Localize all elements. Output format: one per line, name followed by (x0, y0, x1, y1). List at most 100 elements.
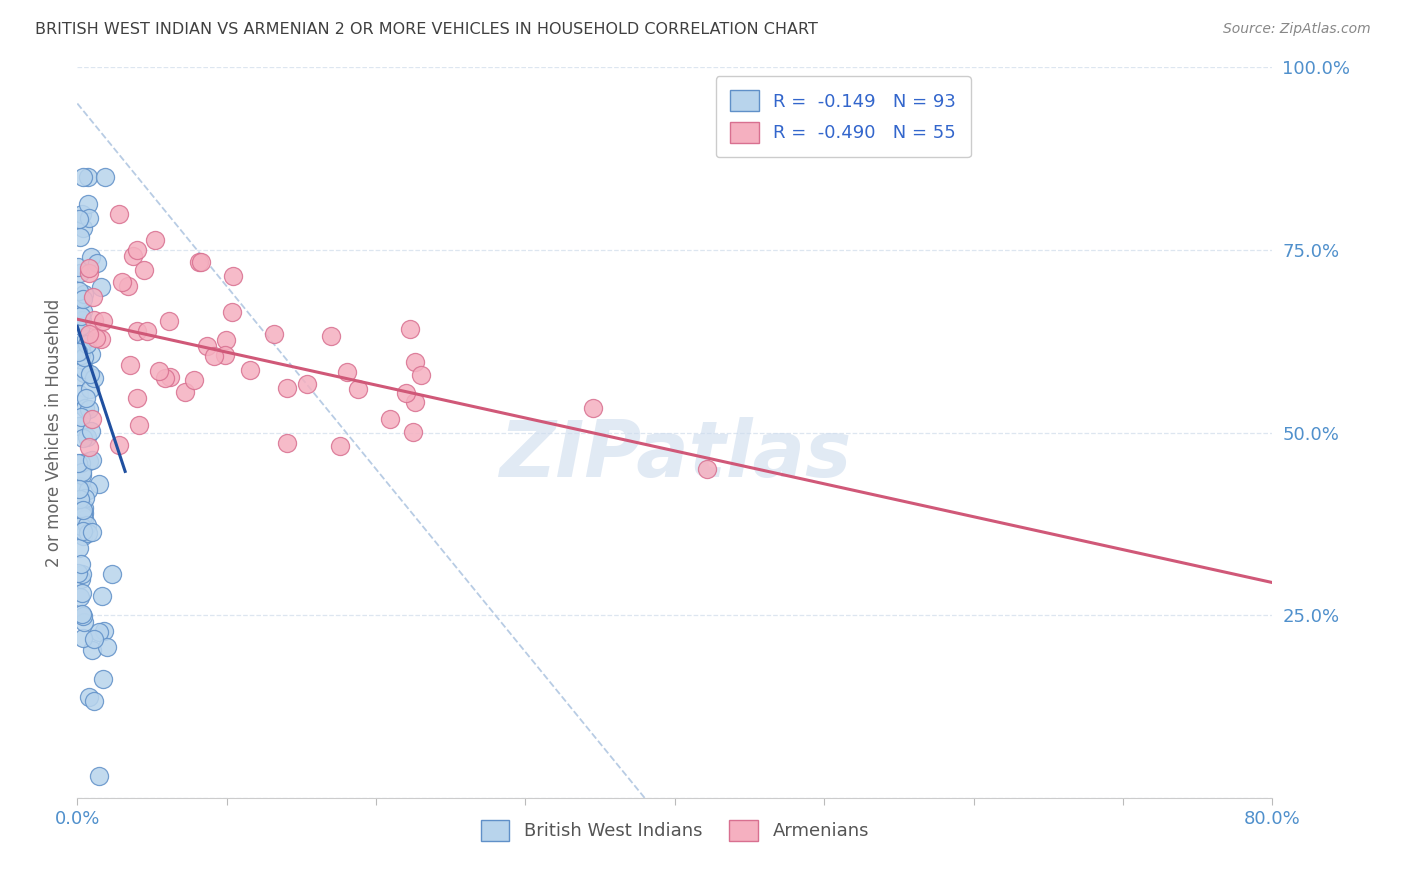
Point (90, 280, 112, 294)
Y-axis label: 2 or more Vehicles in Household: 2 or more Vehicles in Household (45, 299, 63, 566)
Point (399, 321, 422, 335)
Point (395, 385, 418, 400)
Point (72, 465, 94, 479)
Point (76, 197, 98, 211)
Point (582, 401, 605, 416)
Point (157, 313, 180, 327)
Point (202, 349, 225, 363)
Point (67, 211, 90, 226)
Point (73, 351, 96, 365)
Point (77, 526, 100, 541)
Point (70, 519, 93, 533)
Point (402, 425, 425, 439)
Point (107, 207, 129, 221)
Point (67, 541, 90, 556)
Point (70, 318, 93, 333)
Point (72, 304, 94, 318)
Point (77, 483, 100, 498)
Point (80, 425, 103, 439)
Point (72, 524, 94, 538)
Point (70, 456, 93, 470)
Point (70, 567, 93, 582)
Point (79, 367, 101, 381)
Point (111, 275, 134, 289)
Point (72, 502, 94, 516)
Point (72, 631, 94, 645)
Point (188, 255, 211, 269)
Point (263, 326, 285, 341)
Point (214, 348, 236, 362)
Point (83, 371, 105, 385)
Point (67, 386, 90, 401)
Point (72, 220, 94, 235)
Point (72, 608, 94, 623)
Point (221, 269, 243, 284)
Point (79, 261, 101, 276)
Point (125, 244, 148, 258)
Point (73, 401, 96, 415)
Point (108, 438, 131, 452)
Point (73, 615, 96, 630)
Point (125, 391, 148, 405)
Point (66, 343, 89, 358)
Point (67, 292, 90, 306)
Point (173, 384, 195, 399)
Point (72, 509, 94, 524)
Point (276, 381, 298, 395)
Point (125, 324, 148, 338)
Point (69, 309, 91, 323)
Point (84, 331, 107, 345)
Point (80, 525, 103, 540)
Point (70, 607, 93, 621)
Point (79, 211, 101, 226)
Point (117, 278, 139, 293)
Point (404, 395, 426, 409)
Point (70, 586, 93, 600)
Point (72, 529, 94, 543)
Point (72, 506, 94, 520)
Point (93, 624, 115, 639)
Point (72, 169, 94, 184)
Point (67, 456, 90, 470)
Text: ZIPatlas: ZIPatlas (499, 417, 851, 492)
Point (86, 256, 108, 270)
Point (83, 694, 105, 708)
Point (100, 567, 122, 582)
Point (215, 333, 238, 347)
Point (75, 491, 97, 506)
Point (336, 365, 359, 379)
Point (69, 491, 91, 506)
Point (69, 591, 91, 605)
Point (404, 355, 426, 369)
Point (72, 292, 94, 306)
Point (80, 411, 103, 425)
Point (67, 482, 90, 496)
Point (79, 327, 101, 342)
Point (190, 254, 212, 268)
Point (195, 339, 218, 353)
Point (75, 391, 97, 405)
Point (69, 418, 91, 433)
Point (75, 332, 97, 346)
Point (96, 640, 118, 654)
Point (148, 364, 170, 378)
Point (72, 431, 94, 445)
Point (409, 368, 432, 382)
Point (378, 412, 401, 426)
Point (69, 573, 91, 587)
Point (91, 589, 114, 603)
Point (94, 169, 117, 184)
Point (159, 370, 181, 384)
Point (239, 363, 262, 377)
Point (82, 289, 104, 303)
Point (276, 435, 298, 450)
Point (76, 430, 98, 444)
Point (69, 266, 91, 280)
Point (346, 383, 368, 397)
Legend: British West Indians, Armenians: British West Indians, Armenians (470, 809, 880, 852)
Point (87, 624, 110, 639)
Point (80, 250, 103, 264)
Point (80, 347, 103, 361)
Point (696, 462, 718, 476)
Point (67, 284, 90, 298)
